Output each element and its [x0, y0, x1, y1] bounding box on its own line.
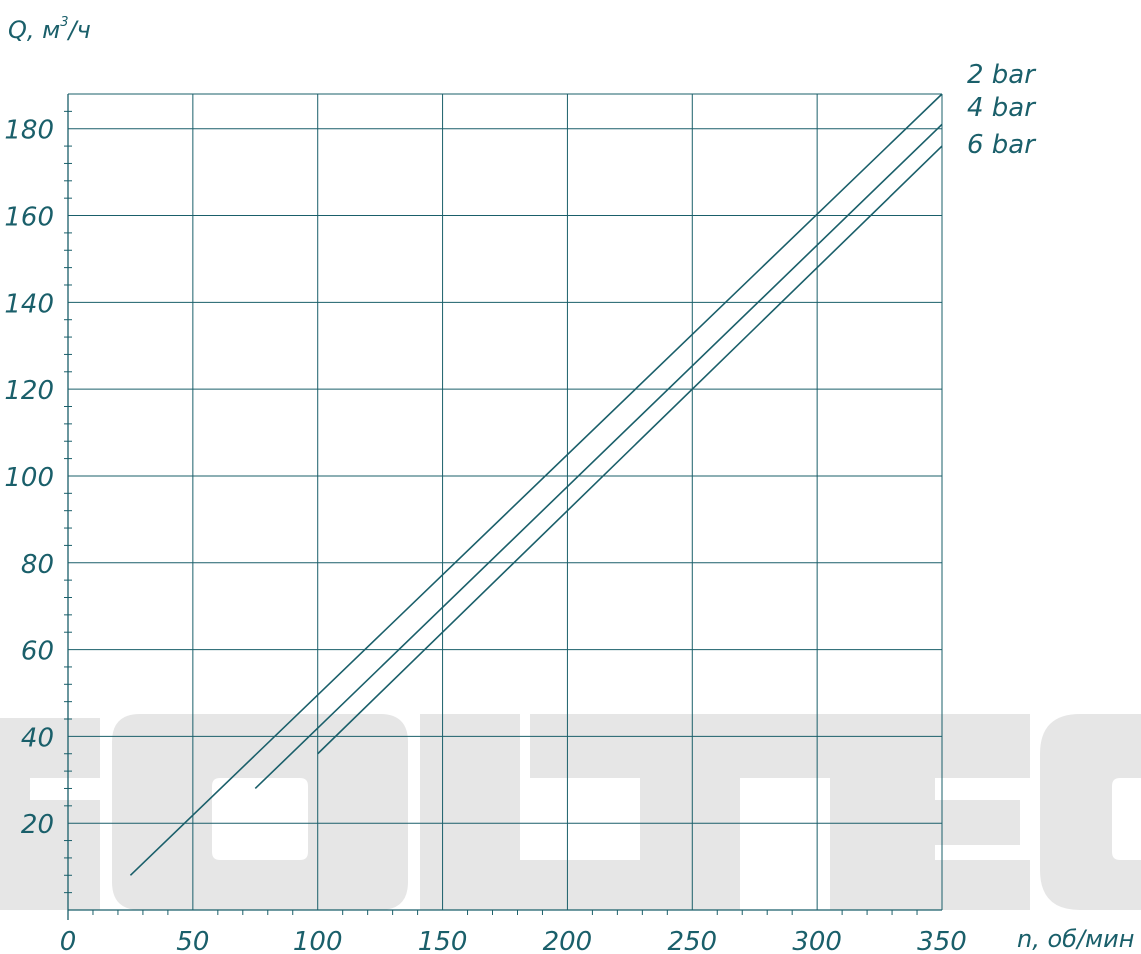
series-line-4-bar	[254, 123, 943, 790]
y-tick-label-140: 140	[4, 289, 54, 319]
series-lines	[129, 93, 943, 876]
y-tick-label-160: 160	[4, 203, 54, 233]
series-label-4-bar: 4 bar	[967, 93, 1037, 123]
x-tick-label-250: 250	[667, 927, 717, 954]
y-tick-label-40: 40	[21, 723, 54, 753]
y-tick-label-80: 80	[21, 550, 54, 580]
series-line-6-bar	[317, 145, 943, 755]
watermark-letter-o	[112, 714, 408, 910]
y-tick-label-120: 120	[4, 376, 54, 406]
y-axis-title-tail: /ч	[67, 16, 91, 44]
watermark-letter-t	[530, 714, 850, 910]
x-axis-title: n, об/мин	[1017, 925, 1134, 953]
y-tick-label-180: 180	[4, 116, 54, 146]
soltec-watermark-logo	[0, 714, 1141, 910]
y-tick-labels: 20 40 60 80 100 120 140 160 180	[4, 116, 54, 840]
series-line-2-bar	[129, 93, 943, 876]
watermark-letter-e	[830, 714, 1030, 910]
y-tick-label-100: 100	[4, 463, 54, 493]
axes	[67, 93, 943, 920]
x-tick-label-50: 50	[176, 927, 209, 954]
x-tick-label-200: 200	[543, 927, 593, 954]
y-axis-title: Q, м3/ч	[8, 15, 91, 44]
x-tick-labels: 0 50 100 150 200 250 300 350	[60, 927, 967, 954]
y-tick-label-60: 60	[21, 637, 54, 667]
watermark-letter-l	[420, 714, 690, 910]
series-label-6-bar: 6 bar	[967, 130, 1037, 160]
x-tick-label-0: 0	[60, 927, 77, 954]
series-label-2-bar: 2 bar	[967, 60, 1037, 90]
watermark-letter-c	[1040, 714, 1141, 910]
y-tick-label-20: 20	[21, 810, 54, 840]
watermark-letter-s	[0, 718, 100, 910]
y-axis-title-main: Q, м	[8, 16, 60, 44]
x-tick-label-300: 300	[792, 927, 842, 954]
x-tick-label-150: 150	[418, 927, 468, 954]
y-axis-title-superscript: 3	[60, 15, 68, 30]
x-tick-label-350: 350	[917, 927, 967, 954]
x-tick-label-100: 100	[293, 927, 343, 954]
